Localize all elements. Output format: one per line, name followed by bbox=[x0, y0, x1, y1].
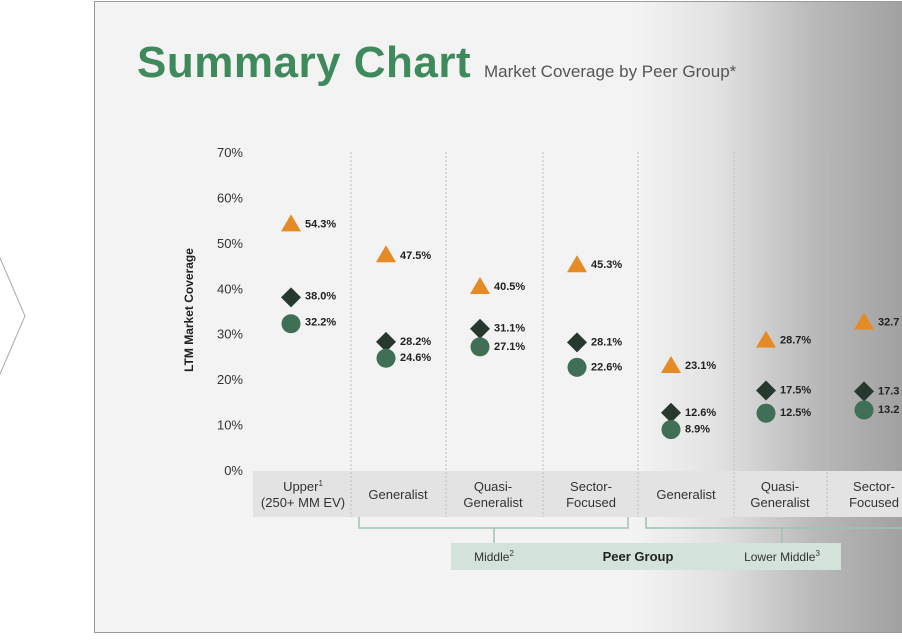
data-label: 13.2 bbox=[878, 404, 899, 416]
y-tick-label: 30% bbox=[217, 327, 243, 342]
category-label: Focused bbox=[849, 495, 899, 510]
y-axis-label: LTM Market Coverage bbox=[182, 248, 196, 372]
diamond-marker bbox=[567, 332, 587, 353]
group-label: Peer Group bbox=[603, 549, 674, 564]
circle-marker bbox=[281, 314, 301, 334]
bracket-lower-middle bbox=[645, 517, 902, 529]
category-label: Focused bbox=[566, 495, 616, 510]
category-label: Upper1 bbox=[283, 479, 323, 494]
data-label: 22.6% bbox=[591, 361, 622, 373]
data-label: 38.0% bbox=[305, 290, 336, 302]
chart-subtitle: Market Coverage by Peer Group* bbox=[484, 62, 737, 81]
data-label: 12.6% bbox=[685, 407, 716, 419]
group-label: Middle2 bbox=[474, 549, 514, 564]
category-label: (250+ MM EV) bbox=[261, 495, 345, 510]
triangle-marker bbox=[376, 245, 396, 263]
data-label: 28.2% bbox=[400, 336, 431, 348]
data-label: 8.9% bbox=[685, 424, 710, 436]
y-tick-label: 10% bbox=[217, 418, 243, 433]
data-label: 28.1% bbox=[591, 336, 622, 348]
chart-title: Summary Chart bbox=[137, 38, 472, 87]
triangle-marker bbox=[281, 214, 301, 232]
triangle-marker bbox=[756, 330, 776, 348]
data-label: 31.1% bbox=[494, 323, 525, 335]
y-tick-label: 20% bbox=[217, 372, 243, 387]
category-label: Sector- bbox=[570, 479, 612, 494]
data-label: 17.5% bbox=[780, 385, 811, 397]
category-label: Quasi- bbox=[761, 479, 799, 494]
bracket-middle bbox=[358, 517, 629, 529]
data-label: 40.5% bbox=[494, 281, 525, 293]
y-tick-label: 70% bbox=[217, 145, 243, 160]
collapse-chevron-icon[interactable] bbox=[0, 0, 95, 635]
y-tick-label: 0% bbox=[224, 463, 243, 478]
data-label: 32.2% bbox=[305, 317, 336, 329]
category-label: Sector- bbox=[853, 479, 895, 494]
category-label: Generalist bbox=[750, 495, 810, 510]
circle-marker bbox=[661, 420, 681, 440]
data-label: 27.1% bbox=[494, 341, 525, 353]
diamond-marker bbox=[376, 331, 396, 352]
triangle-marker bbox=[854, 312, 874, 330]
data-label: 32.7 bbox=[878, 316, 899, 328]
triangle-marker bbox=[661, 356, 681, 374]
circle-marker bbox=[470, 337, 490, 357]
data-label: 47.5% bbox=[400, 250, 431, 262]
data-label: 23.1% bbox=[685, 360, 716, 372]
triangle-marker bbox=[470, 277, 490, 295]
data-label: 12.5% bbox=[780, 407, 811, 419]
category-label: Generalist bbox=[656, 487, 716, 502]
y-tick-label: 50% bbox=[217, 236, 243, 251]
diamond-marker bbox=[854, 381, 874, 402]
circle-marker bbox=[376, 348, 396, 368]
data-label: 45.3% bbox=[591, 259, 622, 271]
diamond-marker bbox=[470, 318, 490, 339]
data-label: 17.3 bbox=[878, 385, 899, 397]
triangle-marker bbox=[567, 255, 587, 273]
diamond-marker bbox=[661, 402, 681, 423]
data-label: 24.6% bbox=[400, 352, 431, 364]
circle-marker bbox=[756, 403, 776, 423]
y-tick-label: 40% bbox=[217, 281, 243, 296]
group-label: Lower Middle3 bbox=[744, 549, 820, 564]
y-tick-label: 60% bbox=[217, 190, 243, 205]
category-label: Generalist bbox=[463, 495, 523, 510]
category-label: Generalist bbox=[368, 487, 428, 502]
data-label: 54.3% bbox=[305, 218, 336, 230]
circle-marker bbox=[567, 357, 587, 377]
category-label: Quasi- bbox=[474, 479, 512, 494]
peer-group-bar bbox=[451, 543, 841, 570]
circle-marker bbox=[854, 400, 874, 420]
diamond-marker bbox=[756, 380, 776, 401]
data-label: 28.7% bbox=[780, 335, 811, 347]
category-band bbox=[253, 471, 902, 517]
diamond-marker bbox=[281, 287, 301, 308]
